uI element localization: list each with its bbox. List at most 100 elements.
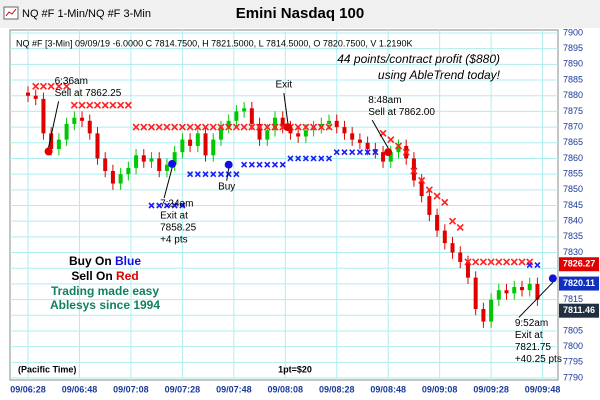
candle-body: [180, 139, 185, 153]
stop-marker: [171, 123, 179, 131]
tab-label[interactable]: NQ #F 1-Min/NQ #F 3-Min: [22, 8, 151, 20]
annotation-text: 7858.25: [160, 223, 197, 234]
stop-marker: [310, 123, 318, 131]
profit-note: using AbleTrend today!: [378, 68, 501, 82]
annotation-arrow: [283, 93, 289, 124]
candle-body: [172, 152, 177, 165]
footer-mid: 1pt=$20: [278, 364, 312, 374]
candle-body: [234, 111, 239, 121]
stop-marker: [86, 101, 94, 109]
candle-body: [49, 133, 54, 150]
signal-dot: [283, 123, 292, 132]
y-tick-label: 7800: [563, 341, 583, 351]
y-tick-label: 7790: [563, 372, 583, 382]
signal-dot: [548, 274, 557, 283]
annotation-text: 7821.75: [515, 342, 552, 353]
candle-body: [134, 155, 139, 168]
annotation-arrow: [163, 167, 173, 199]
stop-marker: [526, 262, 533, 269]
chart-title: Emini Nasdaq 100: [236, 5, 364, 22]
y-tick-label: 7830: [563, 247, 583, 257]
stop-marker: [325, 155, 333, 162]
candle-body: [242, 108, 247, 112]
candle-body: [87, 120, 92, 134]
stop-marker: [147, 123, 156, 131]
price-box: [559, 257, 599, 272]
profit-note: 44 points/contract profit ($880): [337, 52, 500, 66]
stop-marker: [441, 198, 449, 206]
y-tick-label: 7880: [563, 90, 583, 100]
stop-marker: [341, 149, 348, 156]
candle-body: [188, 139, 193, 146]
x-tick-label: 09/07:08: [113, 384, 149, 394]
legend-text: Blue: [115, 254, 141, 268]
stop-marker: [132, 123, 140, 131]
stop-marker: [248, 123, 256, 131]
stop-marker: [318, 155, 325, 162]
stop-marker: [194, 123, 202, 131]
y-tick-label: 7805: [563, 325, 583, 335]
candle-body: [80, 117, 85, 121]
price-box: [559, 276, 599, 291]
annotation-text: +4 pts: [160, 235, 188, 246]
candle-body: [535, 283, 540, 300]
candle-body: [257, 123, 262, 140]
stop-marker: [255, 123, 264, 131]
price-box-label: 7826.27: [563, 259, 596, 269]
x-tick-label: 09/08:48: [370, 384, 406, 394]
stop-marker: [78, 101, 86, 109]
stop-marker: [364, 149, 371, 156]
stop-marker: [209, 123, 217, 131]
y-tick-label: 7865: [563, 137, 583, 147]
stop-marker: [518, 258, 526, 266]
stop-marker: [287, 155, 294, 162]
candle-body: [226, 120, 231, 128]
stop-marker: [32, 82, 40, 90]
candle-body: [496, 290, 501, 300]
stop-marker: [202, 171, 209, 178]
candle-body: [396, 145, 401, 153]
stop-marker: [448, 217, 457, 225]
annotation-text: +40.25 pts: [515, 354, 562, 365]
signal-dot: [224, 160, 233, 169]
legend-line: Ablesys since 1994: [50, 298, 160, 312]
stop-marker: [263, 123, 271, 131]
candle-body: [218, 127, 223, 140]
y-tick-label: 7885: [563, 74, 583, 84]
y-tick-label: 7845: [563, 200, 583, 210]
title-bar: [0, 0, 600, 28]
y-tick-label: 7900: [563, 27, 583, 37]
y-tick-label: 7895: [563, 43, 583, 53]
stop-marker: [179, 202, 186, 209]
stop-marker: [425, 186, 433, 194]
stop-marker: [394, 142, 403, 150]
candle-body: [265, 130, 270, 140]
stop-marker: [156, 202, 163, 209]
annotation-text: 8:48am: [368, 95, 401, 106]
stop-marker: [325, 123, 333, 131]
stop-marker: [456, 223, 464, 232]
y-tick-label: 7815: [563, 294, 583, 304]
candle-body: [26, 92, 31, 96]
candle-body: [319, 123, 324, 128]
candle-body: [149, 158, 154, 162]
y-tick-label: 7855: [563, 169, 583, 179]
x-tick-label: 09/06:48: [62, 384, 98, 394]
stop-marker: [47, 82, 55, 90]
candle-body: [211, 139, 216, 156]
y-tick-label: 7840: [563, 216, 583, 226]
y-tick-label: 7850: [563, 184, 583, 194]
candle-body: [280, 117, 285, 128]
x-tick-label: 09/06:28: [10, 384, 46, 394]
stop-marker: [295, 155, 302, 162]
signal-dot: [168, 159, 177, 168]
candle-body: [458, 252, 463, 262]
stop-marker: [256, 161, 263, 168]
stop-marker: [233, 171, 240, 178]
candle-body: [388, 152, 393, 162]
stop-marker: [402, 148, 410, 156]
legend-text: Buy On: [69, 254, 115, 268]
stop-marker: [502, 258, 511, 266]
tab-icon-line: [5, 8, 17, 17]
footer-left: (Pacific Time): [18, 364, 76, 374]
